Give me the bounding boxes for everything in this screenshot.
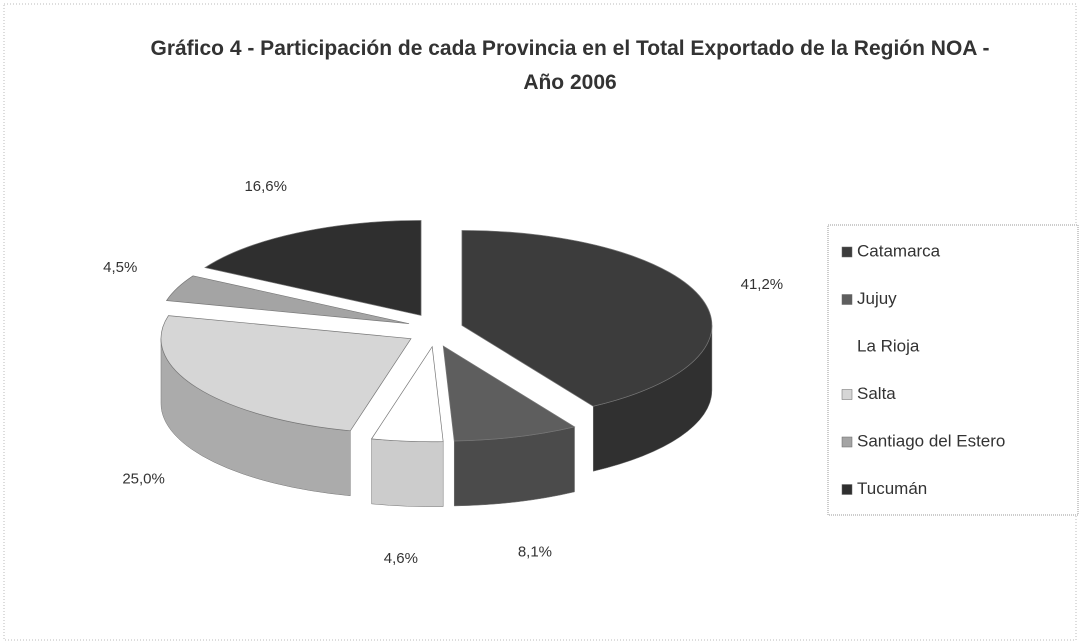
legend-box xyxy=(827,224,1079,516)
legend-label: Tucumán xyxy=(857,479,927,498)
legend-swatch xyxy=(841,246,853,258)
data-label: 41,2% xyxy=(741,276,784,293)
data-label: 25,0% xyxy=(122,471,165,488)
legend-swatch xyxy=(841,484,853,495)
slice xyxy=(370,345,444,443)
data-label: 4,5% xyxy=(103,259,137,276)
legend-label: La Rioja xyxy=(857,336,920,355)
slice xyxy=(461,230,713,407)
data-label: 4,6% xyxy=(384,550,418,567)
data-label: 8,1% xyxy=(518,543,552,560)
slice xyxy=(160,315,412,432)
slice xyxy=(204,220,422,316)
data-label: 16,6% xyxy=(244,178,287,195)
legend-swatch xyxy=(841,436,853,448)
legend-swatch xyxy=(842,342,852,352)
legend-label: Catamarca xyxy=(857,241,941,260)
legend-label: Jujuy xyxy=(857,289,897,308)
slice xyxy=(442,345,576,442)
legend-label: Santiago del Estero xyxy=(857,431,1005,450)
slice-side xyxy=(371,438,444,507)
chart-title: Gráfico 4 - Participación de cada Provin… xyxy=(150,37,990,94)
legend-swatch xyxy=(841,294,853,305)
slice xyxy=(165,275,410,325)
legend-label: Salta xyxy=(857,384,896,403)
legend-swatch xyxy=(841,389,853,400)
